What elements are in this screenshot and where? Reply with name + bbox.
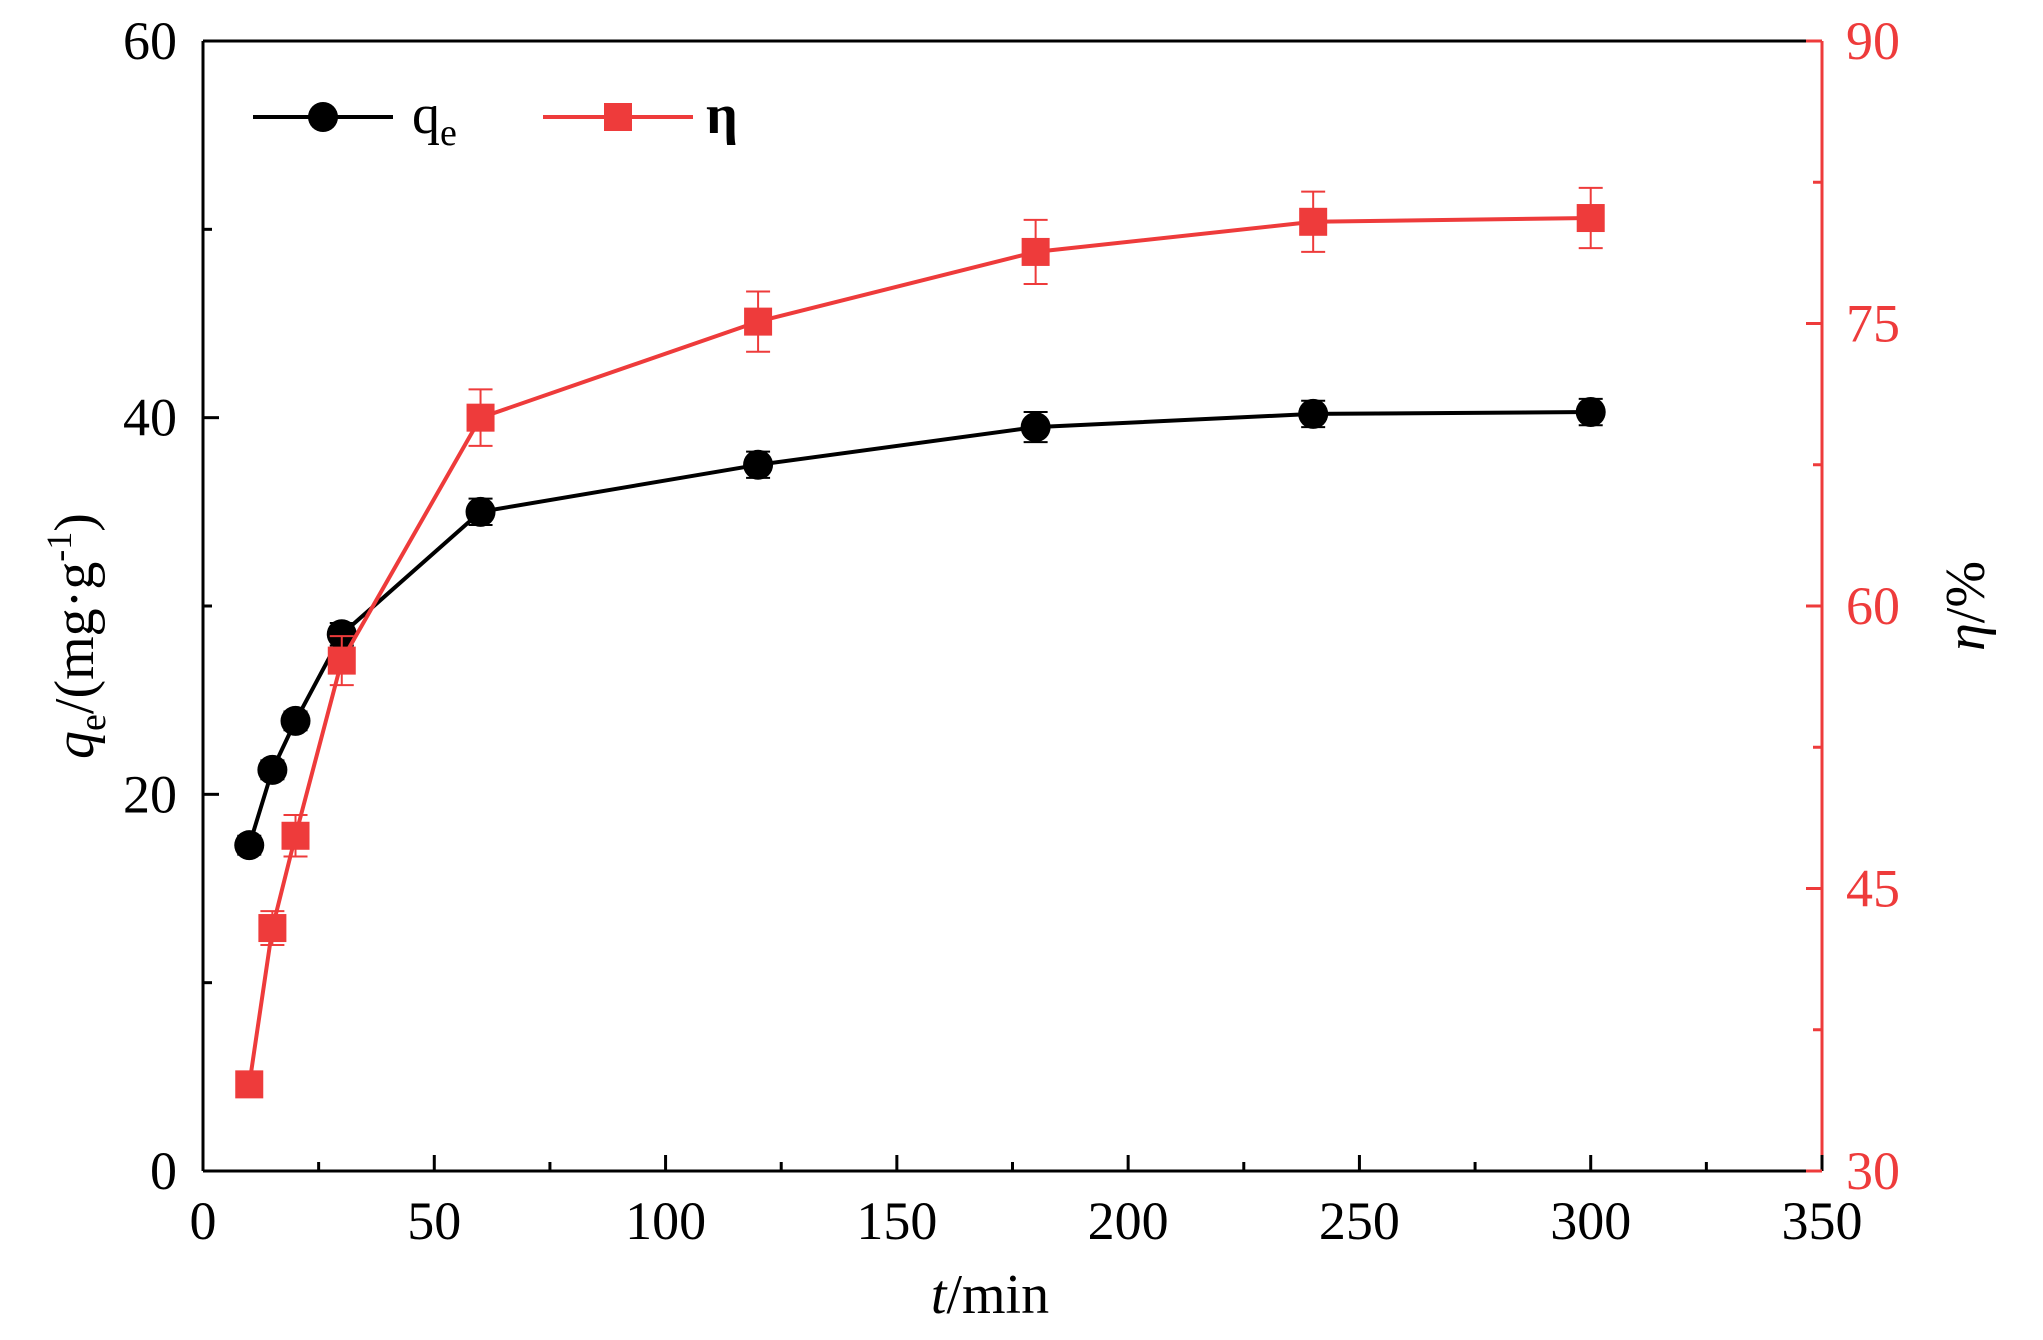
y-right-tick-label: 30 bbox=[1846, 1141, 1900, 1201]
axis-ticks bbox=[201, 39, 1824, 1173]
legend-qe-label: qe bbox=[412, 84, 457, 154]
y-left-axis-title-var: q bbox=[44, 731, 106, 759]
y-right-axis-title-unit: /% bbox=[1935, 561, 1997, 623]
data-point bbox=[1020, 412, 1051, 443]
x-tick-label: 350 bbox=[1782, 1191, 1863, 1251]
data-point bbox=[235, 1070, 264, 1099]
x-tick-label: 0 bbox=[190, 1191, 217, 1251]
y-left-axis-title-unit-post: ) bbox=[44, 513, 106, 532]
axis-tick-labels: 0 50 100 150 200 250 300 350 0 20 40 60 30 45 60 75 90 bbox=[123, 11, 1900, 1251]
x-tick-label: 250 bbox=[1319, 1191, 1400, 1251]
data-point bbox=[1575, 397, 1606, 428]
y-left-tick-label: 60 bbox=[123, 11, 177, 71]
y-right-tick-label: 45 bbox=[1846, 859, 1900, 919]
data-point bbox=[327, 646, 356, 675]
y-left-tick-label: 20 bbox=[123, 764, 177, 824]
data-point bbox=[1298, 398, 1329, 429]
legend-eta-label: η bbox=[706, 84, 738, 146]
x-tick-label: 200 bbox=[1088, 1191, 1169, 1251]
y-left-tick-label: 0 bbox=[150, 1141, 177, 1201]
x-axis-title-var: t bbox=[931, 1264, 948, 1326]
y-left-axis-title: qe/(mg·g-1) bbox=[39, 513, 114, 759]
x-tick-label: 300 bbox=[1550, 1191, 1631, 1251]
data-point bbox=[258, 914, 287, 943]
data-point bbox=[257, 754, 288, 785]
y-right-tick-label: 90 bbox=[1846, 11, 1900, 71]
data-point bbox=[465, 496, 496, 527]
data-point bbox=[744, 307, 773, 336]
legend: qe η bbox=[253, 84, 738, 154]
x-axis-title: t/min bbox=[931, 1264, 1049, 1326]
data-point bbox=[1576, 204, 1605, 233]
y-left-axis-title-sup: -1 bbox=[39, 532, 79, 562]
data-point bbox=[1021, 237, 1050, 266]
data-point bbox=[234, 830, 265, 861]
y-right-tick-label: 60 bbox=[1846, 576, 1900, 636]
legend-qe-marker bbox=[308, 102, 338, 132]
y-left-tick-label: 40 bbox=[123, 388, 177, 448]
data-point bbox=[280, 705, 311, 736]
data-point bbox=[466, 403, 495, 432]
y-right-axis-title: η/% bbox=[1935, 561, 1997, 651]
x-tick-label: 150 bbox=[856, 1191, 937, 1251]
x-axis-title-unit: /min bbox=[946, 1264, 1049, 1326]
y-right-axis-title-var: η bbox=[1935, 623, 1997, 651]
data-point bbox=[281, 821, 310, 850]
series-layer bbox=[234, 186, 1606, 1099]
series-0 bbox=[234, 397, 1606, 861]
y-right-tick-label: 75 bbox=[1846, 294, 1900, 354]
series-1 bbox=[235, 186, 1605, 1099]
data-point bbox=[326, 619, 357, 650]
y-left-axis-title-sub: e bbox=[72, 714, 114, 731]
x-tick-label: 100 bbox=[625, 1191, 706, 1251]
legend-qe-label-main: q bbox=[412, 84, 440, 146]
data-point bbox=[743, 449, 774, 480]
x-tick-label: 50 bbox=[407, 1191, 461, 1251]
legend-eta-marker bbox=[604, 103, 632, 131]
y-left-axis-title-unit-pre: /(mg·g bbox=[44, 562, 106, 714]
legend-qe-label-sub: e bbox=[440, 112, 457, 154]
data-point bbox=[1299, 207, 1328, 236]
